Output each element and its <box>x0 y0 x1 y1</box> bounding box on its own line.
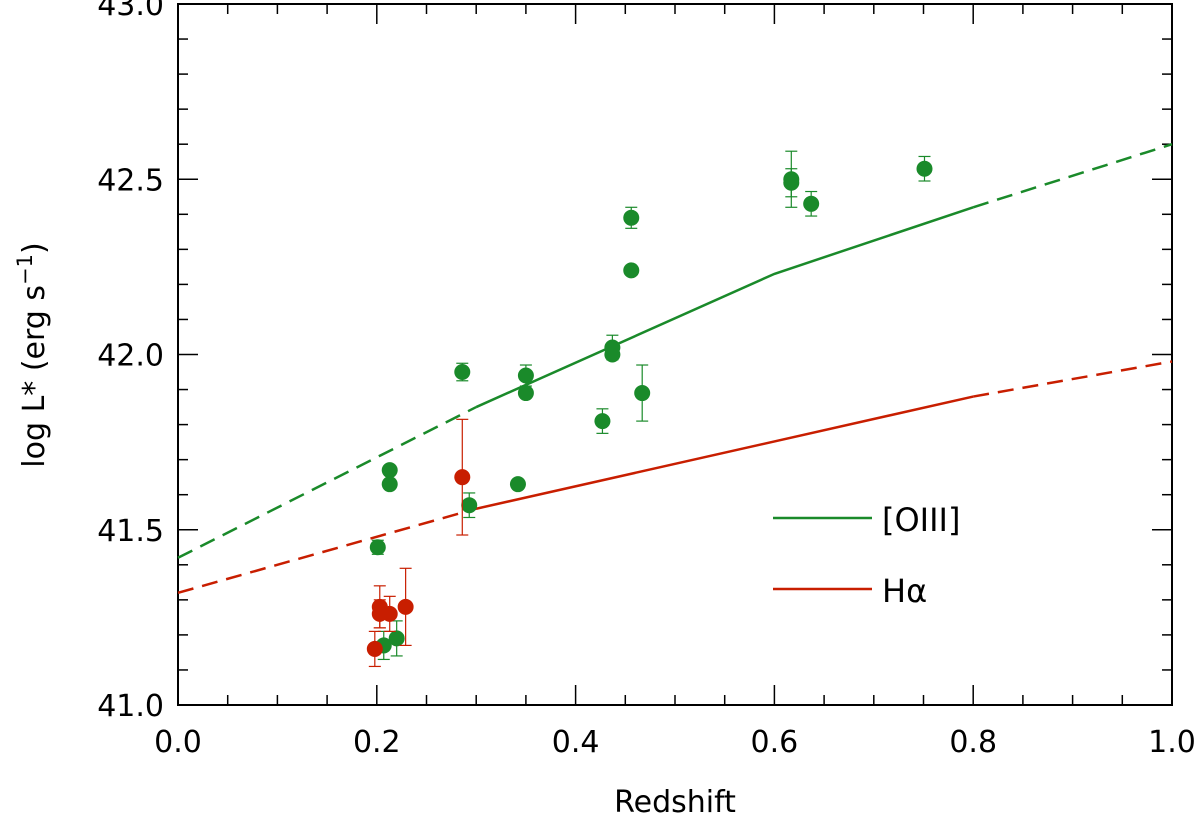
legend: [OIII] Hα <box>773 501 960 610</box>
y-tick-label: 42.5 <box>97 163 164 198</box>
data-point-oiii <box>604 346 621 363</box>
legend-label-halpha: Hα <box>882 572 927 610</box>
data-point-oiii <box>634 385 651 402</box>
x-tick-label: 0.0 <box>154 725 202 760</box>
axis-tick-labels: 0.0 0.2 0.4 0.6 0.8 1.0 41.0 41.5 42.0 42.5 43.0 <box>97 0 1196 760</box>
legend-label-oiii: [OIII] <box>882 501 960 539</box>
data-point-oiii <box>594 413 611 430</box>
data-point-oiii <box>623 209 640 226</box>
fit-line-dashed-oiii <box>177 405 477 559</box>
data-point-halpha <box>454 469 471 486</box>
data-point-oiii <box>916 160 933 177</box>
x-tick-label: 0.4 <box>552 725 600 760</box>
y-tick-label: 42.0 <box>97 339 164 374</box>
y-axis-label: log L* (erg s−1) <box>13 242 52 467</box>
data-point-oiii <box>388 630 405 647</box>
y-axis-label-close: ) <box>17 242 52 254</box>
data-point-oiii <box>623 262 640 279</box>
fit-line-solid-oiii <box>475 206 974 409</box>
data-point-halpha <box>381 605 398 622</box>
x-tick-label: 0.2 <box>353 725 401 760</box>
data-point-oiii <box>509 476 526 493</box>
y-tick-label: 41.0 <box>97 689 164 724</box>
y-axis-label-main: log L* (erg s <box>17 285 52 468</box>
x-tick-label: 1.0 <box>1148 725 1196 760</box>
fit-line-solid-halpha <box>475 395 974 510</box>
data-point-halpha <box>366 640 383 657</box>
y-tick-label: 43.0 <box>97 0 164 23</box>
data-point-oiii <box>369 539 386 556</box>
x-tick-label: 0.6 <box>751 725 799 760</box>
fit-lines <box>177 143 1173 595</box>
data-point-oiii <box>454 364 471 381</box>
plot-frame <box>177 3 1173 706</box>
fit-line-dashed-oiii <box>972 143 1173 209</box>
data-points <box>366 150 933 668</box>
y-tick-label: 41.5 <box>97 514 164 549</box>
fit-line-dashed-halpha <box>177 507 477 595</box>
fit-line-dashed-halpha <box>972 360 1173 398</box>
plot-border <box>177 3 1173 706</box>
y-axis-label-superscript: −1 <box>13 254 37 285</box>
x-tick-label: 0.8 <box>949 725 997 760</box>
data-point-oiii <box>381 462 398 479</box>
axis-ticks <box>177 3 1173 706</box>
data-point-oiii <box>803 195 820 212</box>
data-point-oiii <box>783 174 800 191</box>
data-point-oiii <box>461 497 478 514</box>
data-point-oiii <box>517 385 534 402</box>
x-axis-label: Redshift <box>614 785 736 817</box>
data-point-oiii <box>381 476 398 493</box>
data-point-halpha <box>397 598 414 615</box>
data-point-oiii <box>517 367 534 384</box>
